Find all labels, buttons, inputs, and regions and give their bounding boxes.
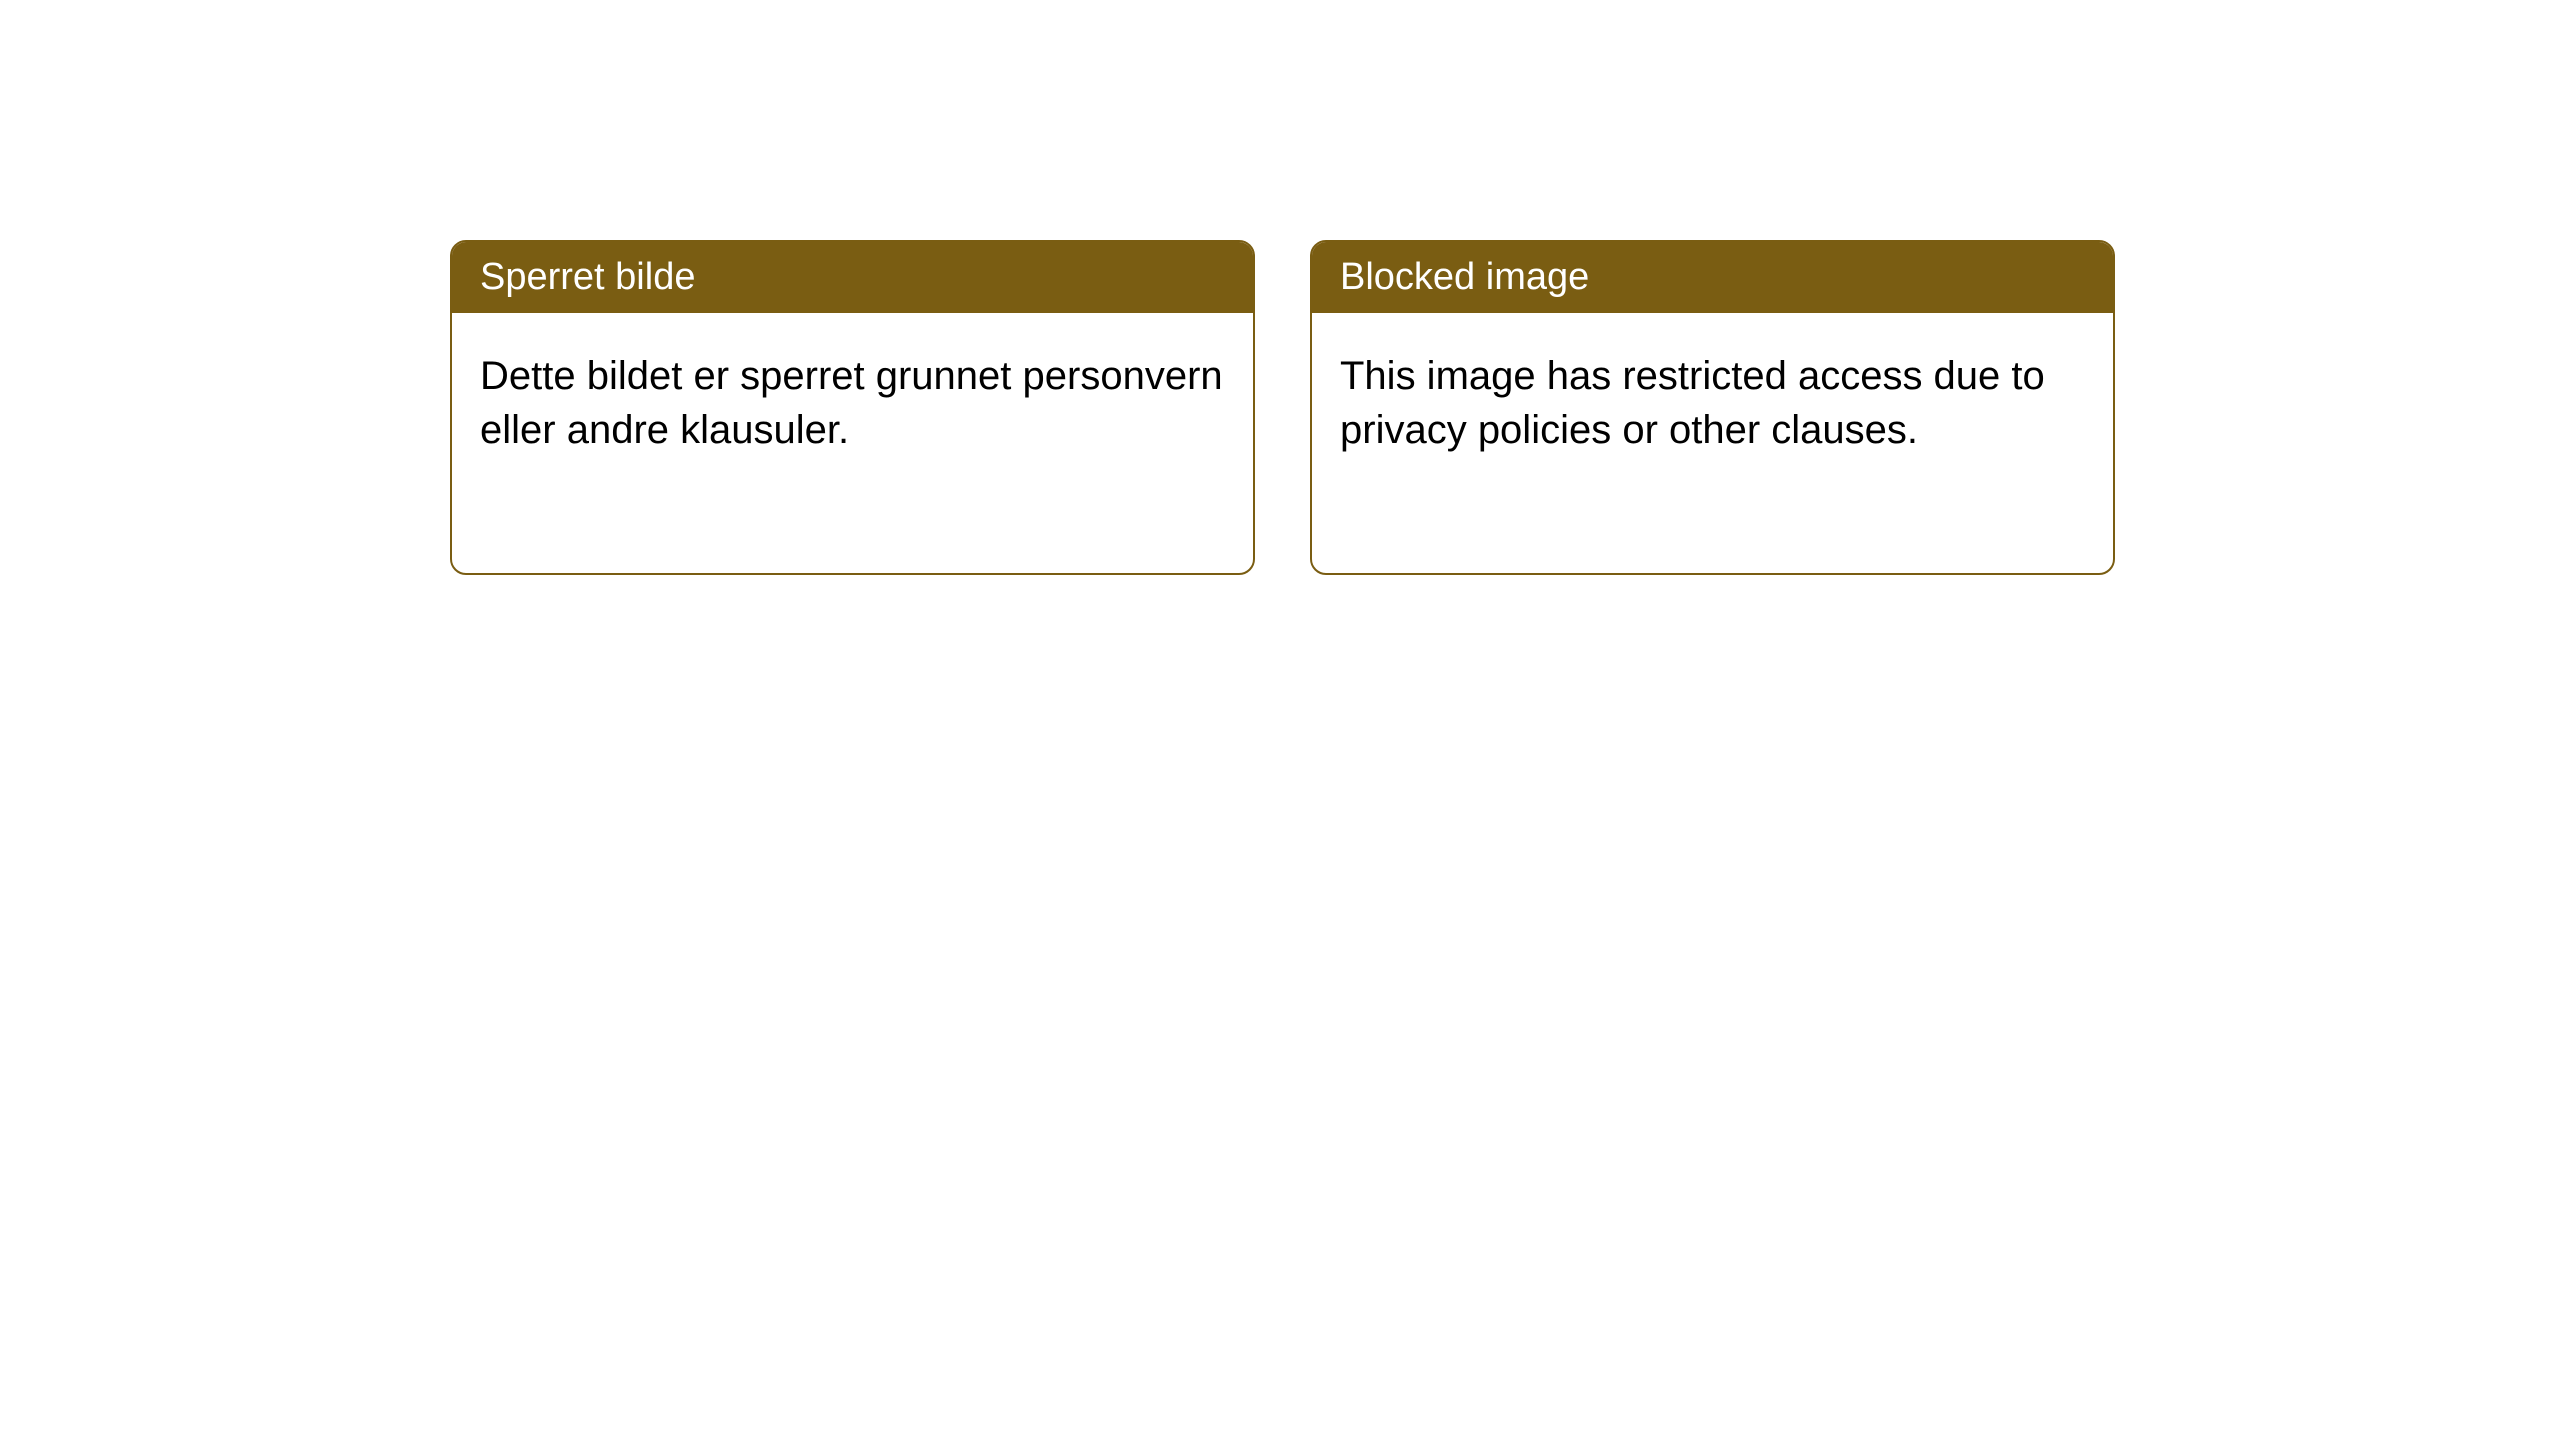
- notice-card-header: Blocked image: [1312, 242, 2113, 313]
- notice-card-title: Sperret bilde: [480, 256, 695, 298]
- notice-cards-container: Sperret bilde Dette bildet er sperret gr…: [450, 240, 2115, 575]
- notice-card-body: This image has restricted access due to …: [1312, 313, 2113, 573]
- notice-card-title: Blocked image: [1340, 256, 1589, 298]
- notice-card-header: Sperret bilde: [452, 242, 1253, 313]
- notice-card-body-text: This image has restricted access due to …: [1340, 354, 2045, 452]
- notice-card-body: Dette bildet er sperret grunnet personve…: [452, 313, 1253, 573]
- notice-card-body-text: Dette bildet er sperret grunnet personve…: [480, 354, 1223, 452]
- notice-card-english: Blocked image This image has restricted …: [1310, 240, 2115, 575]
- notice-card-norwegian: Sperret bilde Dette bildet er sperret gr…: [450, 240, 1255, 575]
